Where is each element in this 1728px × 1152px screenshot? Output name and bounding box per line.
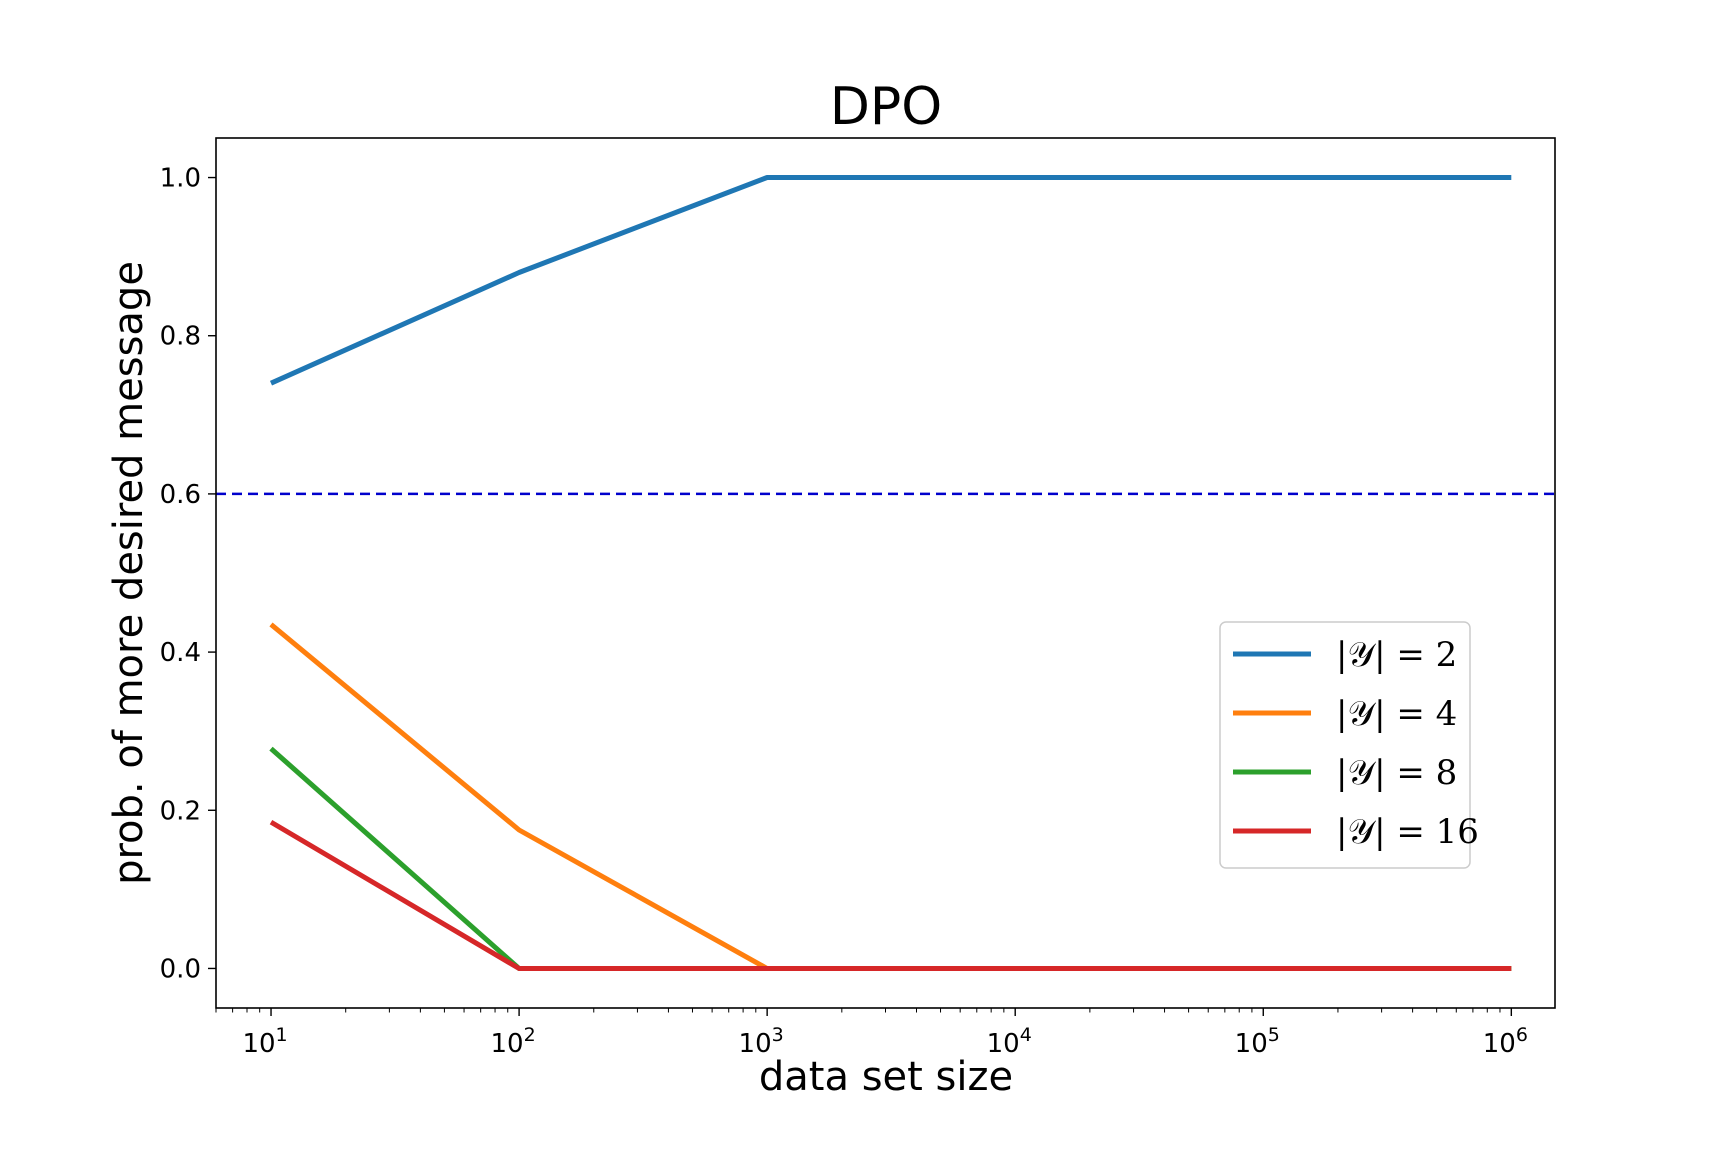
- y-tick-label-4: 0.8: [160, 322, 201, 352]
- legend: |𝒴| = 2 |𝒴| = 4 |𝒴| = 8 |𝒴| = 16: [1219, 621, 1479, 869]
- x-tick-label-3: 104: [987, 1024, 1032, 1059]
- legend-label-2: |𝒴| = 8: [1336, 753, 1457, 793]
- legend-box: [1219, 621, 1471, 869]
- series-line-3: [269, 819, 1512, 971]
- y-tick-label-3: 0.6: [160, 480, 201, 510]
- x-tick-label-4: 105: [1235, 1024, 1280, 1059]
- y-axis-label: prob. of more desired message: [106, 261, 152, 885]
- series-layer: [269, 175, 1512, 971]
- y-tick-label-2: 0.4: [160, 638, 201, 668]
- legend-label-1: |𝒴| = 4: [1336, 694, 1457, 734]
- y-tick-label-5: 1.0: [160, 164, 201, 194]
- x-tick-label-5: 106: [1483, 1024, 1528, 1059]
- chart-title: DPO: [830, 77, 942, 137]
- x-tick-label-2: 103: [739, 1024, 784, 1059]
- legend-label-0: |𝒴| = 2: [1336, 635, 1457, 675]
- x-axis-label: data set size: [759, 1054, 1013, 1100]
- x-tick-label-1: 102: [490, 1024, 535, 1059]
- y-tick-label-0: 0.0: [160, 954, 201, 984]
- y-tick-label-1: 0.2: [160, 796, 201, 826]
- x-axis: 101 102 103 104 105 106: [215, 1008, 1528, 1059]
- series-line-0: [269, 175, 1512, 386]
- legend-label-3: |𝒴| = 16: [1336, 812, 1479, 852]
- x-tick-label-0: 101: [242, 1024, 287, 1059]
- y-axis: 0.0 0.2 0.4 0.6 0.8 1.0: [160, 164, 216, 984]
